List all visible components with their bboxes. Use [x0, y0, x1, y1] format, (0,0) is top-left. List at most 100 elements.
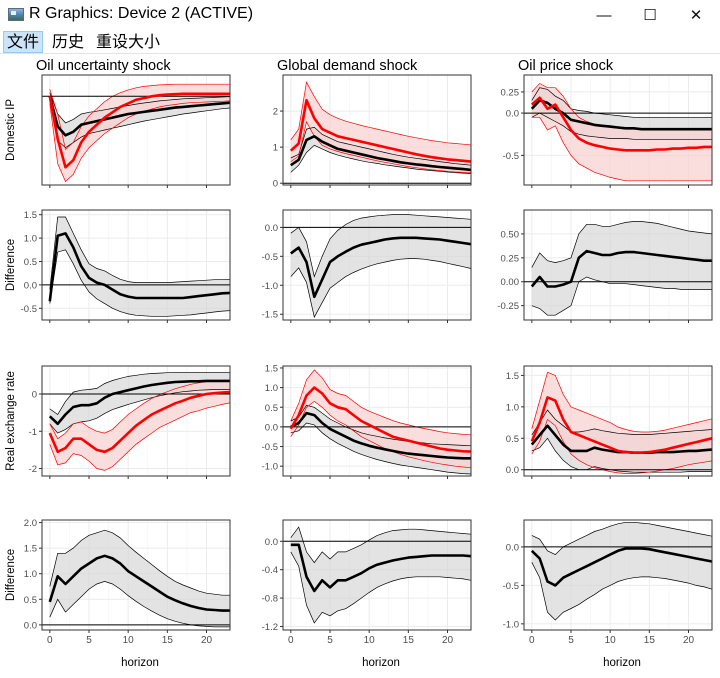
irf-line-black [530, 249, 712, 288]
panel-r1-c1: -1.5 -1.0 -0.5 0.0 [262, 209, 472, 323]
x-axis-label: horizon [121, 657, 159, 669]
irf-line-black [530, 547, 713, 587]
x-tick-label: 0 [47, 635, 53, 646]
x-tick-label: 10 [364, 635, 376, 646]
row-label: Difference [5, 549, 17, 601]
band-lower-line-red [290, 400, 472, 469]
row-label: Real exchange rate [5, 371, 17, 471]
band-upper-line-black [49, 216, 231, 290]
y-tick-label: -1.2 [262, 622, 278, 633]
irf-line-black [48, 379, 230, 426]
maximize-button[interactable]: ☐ [627, 0, 673, 30]
y-tick-label: -0.5 [21, 304, 37, 315]
band-lower-line-red [531, 116, 712, 182]
y-tick-label: 0 [32, 389, 37, 400]
y-tick-label: -1.0 [503, 619, 519, 630]
panel-border [41, 209, 231, 321]
y-tick-label: -1.5 [262, 310, 278, 321]
irf-line-red [48, 92, 230, 169]
y-tick-label: -2 [29, 464, 37, 475]
r-graphics-app-icon [8, 8, 24, 21]
irf-line-red [530, 396, 713, 454]
x-tick-label: 20 [442, 635, 454, 646]
irf-line-red [289, 386, 472, 453]
menu-item-file[interactable]: 文件 [3, 31, 44, 53]
irf-line-red [289, 98, 472, 163]
panel-border [41, 74, 231, 186]
irf-line-black [290, 135, 472, 172]
menu-item-history[interactable]: 历史 [52, 32, 85, 51]
panel-r0-c2: -0.5 0.0 0.25 [501, 74, 713, 188]
y-tick-label: -0.5 [262, 442, 278, 453]
column-title: Global demand shock [277, 58, 418, 74]
menu-item-resize[interactable]: 重设大小 [96, 32, 161, 51]
band-upper-line-red [49, 380, 230, 440]
y-tick-label: 1.5 [506, 371, 519, 382]
minimize-button[interactable]: — [581, 0, 627, 30]
close-button[interactable]: ✕ [673, 0, 719, 30]
panel-r1-c0: -0.5 0.0 0.5 1.0 1.5 [21, 209, 231, 323]
y-tick-label: -1.0 [262, 462, 278, 473]
band-lower-line-black [290, 422, 472, 475]
y-tick-label: -0.4 [262, 565, 278, 576]
panel-r3-c1: 0 5 10 15 20 -1.2 -0.8 -0.4 0.0 [262, 519, 472, 646]
band-upper-line-red [49, 83, 230, 151]
x-tick-label: 20 [201, 635, 213, 646]
band-lower-line-black [290, 551, 472, 624]
band-upper-line-black [531, 521, 713, 556]
confidence-band-red [531, 83, 712, 181]
x-tick-label: 15 [644, 635, 656, 646]
confidence-band-black [290, 527, 471, 623]
band-lower-line-black [531, 437, 712, 473]
band-lower-line-red [290, 120, 472, 174]
band-upper-line-black [49, 371, 230, 416]
panel-border [523, 74, 713, 186]
y-tick-label: 0.0 [265, 422, 278, 433]
x-tick-label: 5 [568, 635, 574, 646]
band-upper-line-black [290, 214, 472, 278]
panel-border [282, 74, 472, 186]
panel-border [523, 209, 713, 321]
panel-border [282, 209, 472, 321]
irf-line-red [48, 390, 231, 454]
y-tick-label: 0.25 [501, 253, 520, 264]
band-lower-line-black [290, 258, 472, 319]
y-tick-label: -1.0 [262, 281, 278, 292]
band-lower-line-black [531, 276, 712, 316]
band-upper-line-black [531, 87, 712, 118]
x-tick-label: 0 [288, 635, 294, 646]
irf-line-black [530, 99, 712, 131]
panel-r2-c1: -1.0 -0.5 0.0 0.5 1.0 1.5 [262, 363, 472, 479]
band-upper-line-red [531, 371, 713, 433]
y-tick-label: -0.5 [262, 252, 278, 263]
menu-bar: 文件 历史 重设大小 [0, 30, 720, 54]
band-upper-line-black [290, 404, 472, 447]
column-title: Oil price shock [518, 58, 614, 74]
confidence-band-black [49, 217, 230, 317]
band-lower-line-black [49, 581, 230, 628]
y-tick-label: 1.5 [24, 210, 37, 221]
y-tick-label: 0 [273, 179, 278, 190]
irf-line-black [290, 543, 472, 593]
row-label: Difference [5, 239, 17, 291]
y-tick-label: -0.8 [262, 594, 278, 605]
panel-border [41, 365, 231, 477]
y-tick-label: 0.5 [506, 434, 519, 445]
x-tick-label: 15 [403, 635, 415, 646]
band-upper-line-black [290, 126, 472, 166]
y-tick-label: -1 [29, 427, 37, 438]
y-tick-label: 0.00 [501, 277, 520, 288]
panel-border [41, 519, 231, 631]
x-axis-label: horizon [603, 657, 641, 669]
panel-r3-c0: 0 5 10 15 20 0.0 0.5 1.0 1.5 2.0 [24, 518, 231, 646]
y-tick-label: 1.0 [24, 234, 37, 245]
band-lower-line-red [531, 418, 713, 474]
title-bar: R Graphics: Device 2 (ACTIVE) — ☐ ✕ [0, 0, 720, 30]
band-lower-line-black [531, 562, 713, 621]
x-tick-label: 5 [86, 635, 92, 646]
x-tick-label: 0 [529, 635, 535, 646]
y-tick-label: 0.0 [506, 465, 519, 476]
band-lower-line-black [290, 144, 472, 174]
panel-border [282, 365, 472, 477]
y-tick-label: 1.5 [24, 544, 37, 555]
